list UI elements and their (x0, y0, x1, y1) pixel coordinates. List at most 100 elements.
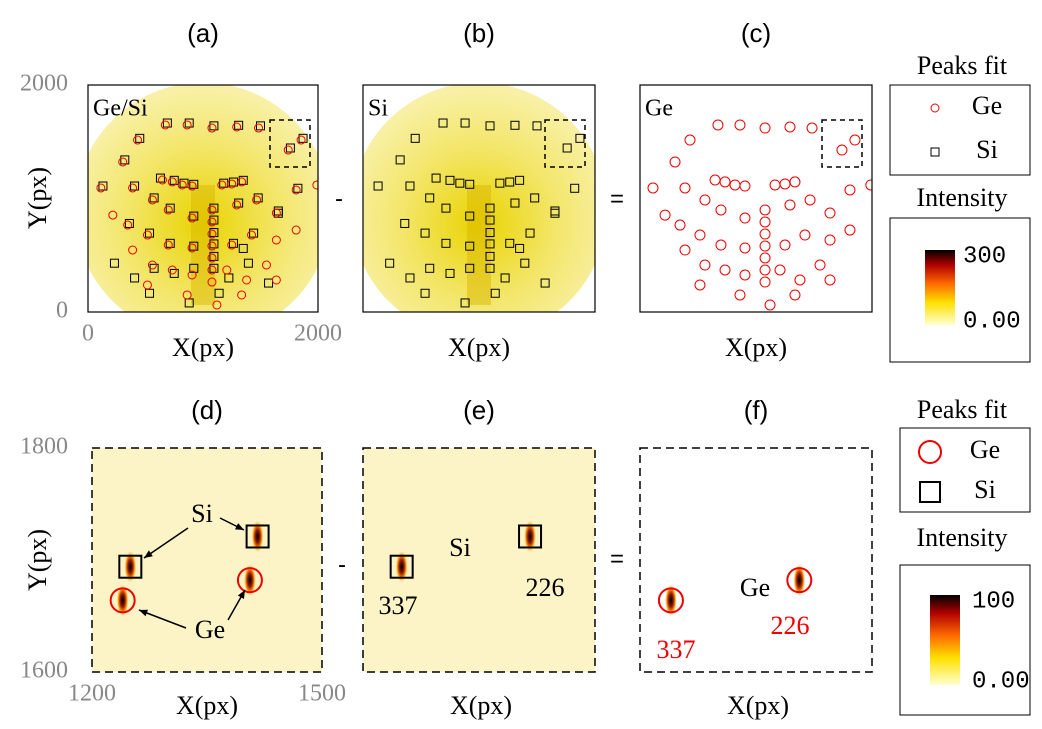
inset-label: Si (368, 96, 388, 122)
frame (362, 447, 596, 673)
ge-peak (849, 134, 861, 146)
si-peak (460, 118, 470, 128)
si-peak (570, 183, 580, 193)
si-peak (510, 198, 520, 208)
y-axis-label: Y(px) (23, 167, 52, 229)
ge-peak (647, 182, 659, 194)
arrow (143, 527, 189, 559)
ge-peak (669, 156, 681, 168)
y-tick-label: 1600 (20, 658, 68, 684)
si-peak (189, 263, 199, 273)
ge-peak (719, 264, 731, 276)
ge-peak (207, 123, 217, 133)
ge-peak (227, 240, 237, 250)
ge-peak (709, 174, 721, 186)
ge-peak (147, 195, 157, 205)
si-peak (373, 181, 383, 191)
si-peak (209, 251, 219, 261)
si-peak (445, 268, 455, 278)
colorbar-tick-label: 300 (963, 243, 1006, 270)
si-peak (253, 193, 263, 203)
si-peak (124, 218, 134, 228)
ge-peak (236, 567, 263, 594)
ge-peak (779, 178, 791, 190)
x-axis-label: X(px) (727, 691, 789, 720)
si-peak (400, 218, 410, 228)
ge-peak (712, 119, 724, 131)
si-peak (162, 118, 172, 128)
ge-peak (291, 185, 301, 195)
ge-peak (128, 183, 138, 193)
ge-peak (163, 205, 173, 215)
x-tick-label: 2000 (294, 321, 342, 347)
colorbar-tick-label: 100 (972, 588, 1015, 615)
ge-peak (187, 181, 197, 191)
ge-peak (252, 195, 262, 205)
legend-label: Si (976, 135, 998, 164)
ge-peak (719, 176, 731, 188)
si-peak (551, 0, 559, 8)
si-peak (465, 263, 475, 273)
si-peak (214, 288, 224, 298)
si-peak (405, 181, 415, 191)
ge-peak (227, 179, 237, 189)
si-peak (465, 211, 475, 221)
annotation: Si (191, 499, 213, 528)
si-peak (530, 193, 540, 203)
ge-peak (684, 134, 696, 146)
x-axis-label: X(px) (448, 333, 510, 362)
panel (363, 0, 595, 312)
si-peak (485, 228, 495, 238)
ge-peak (715, 204, 727, 216)
operator: = (610, 185, 624, 212)
ge-peak (109, 587, 136, 614)
si-peak (465, 179, 475, 189)
legend-marker (919, 481, 941, 503)
ge-peak (142, 230, 152, 240)
x-axis-label: X(px) (176, 691, 238, 720)
si-peak (425, 263, 435, 273)
legend-title: Peaks fit (917, 395, 1008, 424)
arrow-head (139, 609, 148, 617)
si-peak (540, 278, 550, 288)
ge-peak (759, 122, 771, 134)
si-peak (209, 203, 219, 213)
ge-peak (774, 264, 786, 276)
ge-peak (128, 245, 138, 255)
si-peak (389, 554, 414, 579)
hkl-label: 226 (771, 611, 810, 640)
intensity-spot (793, 564, 806, 597)
intensity-spot (664, 584, 677, 617)
si-peak (575, 133, 585, 143)
ge-peak (207, 277, 217, 287)
ge-peak (844, 184, 856, 196)
ge-peak (123, 220, 133, 230)
ge-peak (96, 183, 106, 193)
zoom-box (269, 119, 311, 168)
ge-peak (759, 264, 771, 276)
ge-peak (187, 243, 197, 253)
si-peak (425, 193, 435, 203)
ge-peak (824, 207, 836, 219)
si-peak (234, 120, 244, 130)
si-peak (245, 524, 270, 549)
panel (647, 119, 872, 311)
si-peak (395, 155, 405, 165)
ge-peak (786, 567, 813, 594)
ge-peak (271, 275, 281, 285)
ge-peak (182, 120, 192, 130)
intensity-spot (124, 550, 137, 583)
operator: - (335, 185, 343, 212)
ge-peak (804, 194, 816, 206)
x-axis-label: X(px) (725, 333, 787, 362)
panel-label: (c) (741, 18, 771, 48)
panel (88, 85, 318, 312)
si-peak (438, 118, 448, 128)
legend-marker (918, 440, 942, 464)
si-peak (155, 173, 165, 183)
si-peak (98, 181, 108, 191)
ge-peak (794, 274, 806, 286)
si-peak (465, 241, 475, 251)
panel-label: (e) (463, 395, 495, 425)
ge-peak (764, 299, 776, 311)
